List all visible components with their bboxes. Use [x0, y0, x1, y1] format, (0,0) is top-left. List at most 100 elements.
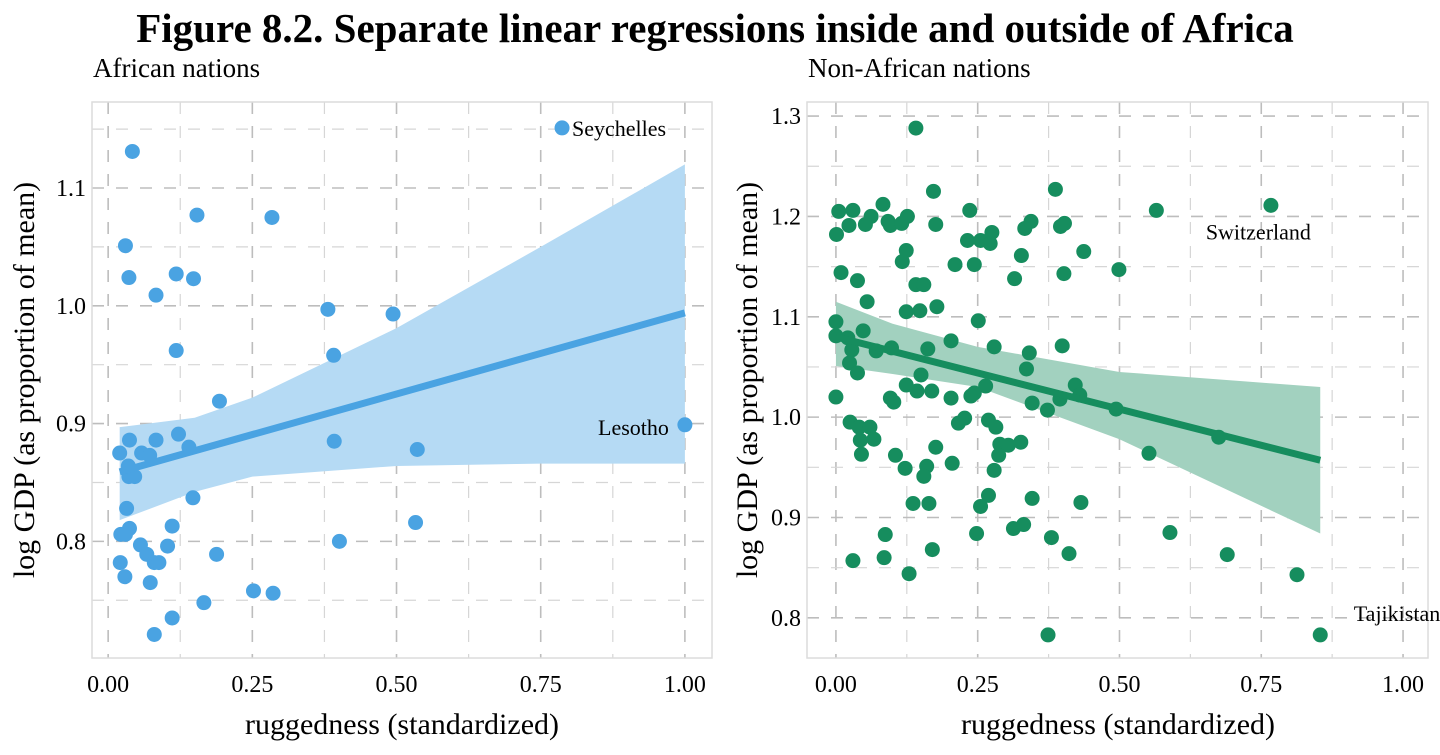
data-point [841, 217, 857, 233]
panel-subtitle: African nations [93, 53, 260, 83]
point-label: Tajikistan [1354, 601, 1440, 626]
data-point [957, 410, 973, 426]
data-point [988, 419, 1004, 435]
data-point [986, 339, 1002, 355]
data-point [121, 432, 137, 448]
data-point [970, 313, 986, 329]
data-point [171, 426, 187, 442]
data-point [1312, 627, 1328, 643]
data-point [897, 460, 913, 476]
data-point [1056, 215, 1072, 231]
data-point [984, 224, 1000, 240]
data-point [916, 277, 932, 293]
data-point [859, 294, 875, 310]
data-point [986, 462, 1002, 478]
data-point [112, 555, 128, 571]
data-point [912, 303, 928, 319]
data-point [875, 196, 891, 212]
data-point [1023, 213, 1039, 229]
data-point [828, 389, 844, 405]
x-tick-label: 0.75 [1240, 672, 1282, 698]
data-point [921, 495, 937, 511]
data-point [855, 323, 871, 339]
point-label: Switzerland [1206, 219, 1311, 244]
x-tick-label: 0.00 [87, 672, 129, 698]
data-point [265, 585, 281, 601]
data-point [905, 495, 921, 511]
x-axis-label: ruggedness (standardized) [961, 708, 1275, 741]
y-tick-label: 0.9 [771, 505, 801, 531]
data-point [164, 610, 180, 626]
data-point [151, 555, 167, 571]
data-point [828, 314, 844, 330]
data-point [876, 550, 892, 566]
data-point [851, 419, 867, 435]
figure-title: Figure 8.2. Separate linear regressions … [136, 5, 1294, 51]
data-point [119, 500, 135, 516]
data-point [882, 217, 898, 233]
data-point [124, 143, 140, 159]
data-point [924, 542, 940, 558]
data-point [1007, 271, 1023, 287]
y-tick-label: 0.9 [56, 412, 86, 438]
panel-border [91, 101, 713, 659]
x-axis-label: ruggedness (standardized) [245, 708, 559, 741]
data-point [898, 304, 914, 320]
data-point [186, 271, 202, 287]
y-tick-label: 1.1 [56, 176, 86, 202]
data-point [947, 257, 963, 273]
data-point [1040, 627, 1056, 643]
data-point [1016, 517, 1032, 533]
data-point [409, 442, 425, 457]
data-point [963, 388, 979, 404]
data-point [1219, 547, 1235, 563]
data-point [928, 216, 944, 232]
x-tick-label: 1.00 [664, 672, 706, 698]
data-point [857, 216, 873, 232]
data-point [959, 232, 975, 248]
data-point [1289, 567, 1305, 583]
x-tick-label: 0.50 [376, 672, 418, 698]
data-point [331, 533, 347, 549]
data-point [828, 226, 844, 242]
data-point [264, 209, 280, 225]
data-point [943, 390, 959, 406]
panel-non-african-nations: Non-African nations ruggedness (standard… [731, 53, 1440, 741]
data-point [862, 419, 878, 435]
data-point [1039, 402, 1055, 418]
data-point [1148, 202, 1164, 218]
data-point [185, 490, 201, 506]
data-point [833, 265, 849, 281]
data-point [1076, 244, 1092, 260]
x-tick-label: 0.75 [520, 672, 562, 698]
data-point [894, 254, 910, 270]
panel-african-nations: African nations ruggedness (standardized… [8, 53, 713, 741]
data-point [887, 447, 903, 463]
data-point [982, 236, 998, 252]
data-point [1024, 395, 1040, 411]
data-point [853, 446, 869, 462]
data-point [901, 566, 917, 582]
y-tick-label: 0.8 [56, 529, 86, 555]
data-point [554, 120, 570, 136]
data-point [1061, 546, 1077, 562]
data-point [908, 120, 924, 136]
x-tick-label: 1.00 [1382, 672, 1424, 698]
data-point [117, 526, 133, 542]
data-point [1013, 434, 1029, 450]
data-point [320, 301, 336, 317]
data-point [168, 266, 184, 282]
data-point [852, 432, 868, 448]
data-point [127, 469, 143, 485]
data-point [1054, 338, 1070, 354]
data-point [117, 238, 133, 254]
x-tick-label: 0.50 [1098, 672, 1140, 698]
y-axis-label: log GDP (as proportion of mean) [731, 182, 764, 578]
data-point [164, 518, 180, 534]
data-point [245, 583, 261, 599]
panel-subtitle: Non-African nations [808, 53, 1031, 83]
data-point [148, 287, 164, 303]
x-tick-label: 0.00 [815, 672, 857, 698]
data-point [209, 546, 225, 562]
data-point [121, 270, 137, 286]
